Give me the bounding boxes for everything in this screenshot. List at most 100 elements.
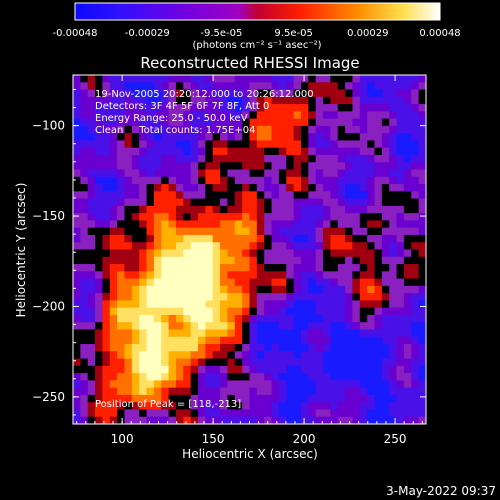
- heatmap-cell: [124, 402, 133, 411]
- heatmap-cell: [256, 409, 265, 418]
- heatmap-cell: [264, 249, 273, 258]
- heatmap-cell: [315, 220, 324, 229]
- heatmap-cell: [249, 344, 258, 352]
- heatmap-cell: [367, 140, 376, 149]
- heatmap-cell: [73, 82, 81, 91]
- heatmap-cell: [168, 191, 177, 200]
- heatmap-cell: [234, 249, 243, 258]
- heatmap-cell: [198, 242, 206, 251]
- heatmap-cell: [256, 89, 265, 98]
- heatmap-cell: [264, 264, 273, 272]
- heatmap-cell: [139, 402, 148, 411]
- heatmap-cell: [234, 147, 243, 156]
- heatmap-cell: [102, 242, 111, 251]
- heatmap-cell: [389, 307, 398, 316]
- heatmap-cell: [308, 104, 317, 112]
- heatmap-cell: [293, 373, 302, 381]
- heatmap-cell: [205, 169, 214, 178]
- heatmap-cell: [396, 336, 405, 345]
- heatmap-cell: [389, 198, 398, 207]
- heatmap-cell: [234, 409, 243, 418]
- heatmap-cell: [330, 220, 339, 229]
- heatmap-cell: [256, 373, 265, 381]
- heatmap-cell: [168, 213, 177, 222]
- heatmap-cell: [131, 373, 140, 381]
- heatmap-cell: [359, 351, 368, 360]
- heatmap-cell: [95, 118, 104, 127]
- heatmap-cell: [190, 300, 199, 309]
- heatmap-cell: [286, 213, 295, 222]
- heatmap-cell: [190, 278, 199, 287]
- heatmap-cell: [124, 213, 133, 222]
- heatmap-cell: [345, 205, 354, 214]
- heatmap-cell: [403, 154, 412, 163]
- heatmap-cell: [183, 242, 192, 251]
- heatmap-cell: [234, 416, 243, 424]
- heatmap-cell: [389, 176, 398, 185]
- heatmap-cell: [418, 256, 426, 265]
- heatmap-cell: [183, 387, 192, 396]
- heatmap-cell: [73, 111, 81, 120]
- heatmap-cell: [198, 147, 206, 156]
- heatmap-cell: [271, 234, 280, 243]
- heatmap-cell: [242, 344, 251, 352]
- heatmap-cell: [73, 242, 81, 251]
- heatmap-cell: [234, 162, 243, 171]
- heatmap-cell: [190, 234, 199, 243]
- heatmap-cell: [131, 380, 140, 389]
- heatmap-cell: [278, 329, 287, 338]
- heatmap-cell: [411, 256, 420, 265]
- heatmap-cell: [256, 169, 265, 178]
- heatmap-cell: [87, 249, 96, 258]
- heatmap-cell: [345, 300, 354, 309]
- x-axis: 100 150 200 250: [76, 75, 423, 446]
- heatmap-cell: [212, 344, 221, 352]
- heatmap-cell: [131, 264, 140, 272]
- heatmap-cell: [131, 133, 140, 142]
- colorbar-tick-label: -0.00048: [53, 28, 98, 39]
- heatmap-cell: [73, 409, 81, 418]
- heatmap-cell: [87, 133, 96, 142]
- heatmap-cell: [396, 365, 405, 374]
- heatmap-cell: [80, 96, 89, 105]
- heatmap-cell: [183, 256, 192, 265]
- heatmap-cell: [367, 89, 376, 98]
- heatmap-cell: [418, 82, 426, 91]
- heatmap-cell: [403, 75, 412, 83]
- heatmap-cell: [161, 162, 170, 171]
- heatmap-cell: [102, 227, 111, 236]
- heatmap-cell: [234, 118, 243, 127]
- heatmap-cell: [168, 300, 177, 309]
- heatmap-cell: [220, 169, 229, 178]
- heatmap-cell: [337, 184, 346, 192]
- heatmap-cell: [411, 380, 420, 389]
- heatmap-cell: [330, 264, 339, 272]
- heatmap-cell: [359, 278, 368, 287]
- heatmap-cell: [146, 344, 155, 352]
- heatmap-cell: [117, 191, 126, 200]
- heatmap-cell: [175, 373, 184, 381]
- heatmap-cell: [139, 111, 148, 120]
- heatmap-cell: [87, 336, 96, 345]
- heatmap-cell: [190, 227, 199, 236]
- heatmap-cell: [308, 184, 317, 192]
- heatmap-cell: [286, 351, 295, 360]
- heatmap-cell: [168, 111, 177, 120]
- heatmap-cell: [367, 111, 376, 120]
- heatmap-cell: [396, 373, 405, 381]
- heatmap-cell: [117, 213, 126, 222]
- heatmap-cell: [300, 242, 309, 251]
- heatmap-cell: [337, 191, 346, 200]
- heatmap-cell: [198, 256, 206, 265]
- heatmap-cell: [168, 307, 177, 316]
- heatmap-cell: [102, 162, 111, 171]
- heatmap-cell: [153, 140, 162, 149]
- heatmap-cell: [286, 249, 295, 258]
- colorbar-tick-label: 0.00048: [419, 28, 460, 39]
- heatmap-cell: [146, 213, 155, 222]
- heatmap-cell: [80, 176, 89, 185]
- heatmap-cell: [161, 358, 170, 367]
- heatmap-cell: [389, 96, 398, 105]
- heatmap-cell: [381, 314, 390, 323]
- heatmap-cell: [264, 256, 273, 265]
